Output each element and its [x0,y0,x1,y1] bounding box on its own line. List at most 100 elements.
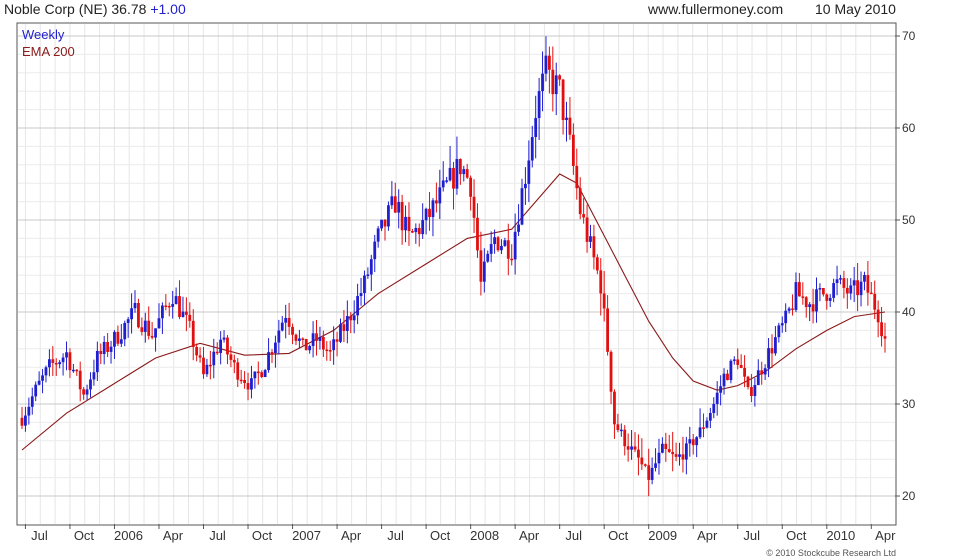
price-bar-up [719,375,723,406]
bar-body [750,387,753,396]
bar-body [184,311,188,315]
price-bar-down [428,192,431,231]
price-bar-up [650,457,654,485]
price-bar-up [95,341,99,381]
bar-body [321,336,325,350]
bar-body [784,310,788,324]
bar-body [626,446,630,450]
bar-body [476,217,479,251]
price-bar-down [291,323,294,345]
last-price: 36.78 [111,1,147,17]
bar-body [585,217,589,242]
price-bar-up [421,203,425,239]
bar-body [161,305,164,319]
price-bar-down [866,260,870,306]
ema-layer [21,173,886,451]
bar-body [208,364,212,367]
bar-body [873,293,877,310]
bar-body [366,274,370,277]
bar-body [434,200,438,204]
price-bar-down [321,330,325,357]
price-bar-up [835,265,839,296]
bar-body [250,378,253,390]
bar-body [376,228,380,242]
bar-body [534,118,538,138]
price-bar-up [818,283,822,302]
bar-body [428,208,431,218]
chart-date: 10 May 2010 [815,1,896,17]
bar-body [380,219,383,229]
bar-body [661,443,664,453]
bar-body [469,177,473,197]
price-bar-up [113,330,116,359]
price-bar-up [815,277,818,323]
source-site: www.fullermoney.com [648,1,784,17]
bar-body [61,357,65,363]
price-bar-up [250,365,253,399]
bar-body [821,288,825,295]
bar-body [318,336,322,341]
bar-body [640,457,644,465]
price-bar-up [253,371,257,389]
bar-body [667,449,671,453]
price-bar-up [356,283,360,325]
price-bar-down [411,229,414,234]
price-bar-up [47,349,51,377]
price-bar-down [208,350,212,380]
price-bar-up [541,51,544,112]
bar-body [308,345,312,351]
price-bar-up [61,353,65,376]
price-bar-down [821,288,825,297]
price-bar-up [839,274,842,285]
price-bar-down [811,288,815,324]
price-bar-up [174,287,178,305]
price-bar-up [181,296,185,318]
bar-body [92,372,96,380]
price-bar-up [102,335,106,365]
price-bar-down [856,262,860,312]
price-bar-up [71,363,75,373]
price-bar-up [267,338,270,373]
price-bar-up [445,176,449,184]
bar-body [808,304,812,308]
bar-body [815,289,818,312]
bar-body [866,275,870,293]
price-bar-down [825,293,829,310]
x-tick-label: Oct [252,528,273,543]
price-bar-down [195,343,199,362]
x-tick-label: 2010 [826,528,855,543]
price-bar-down [116,325,120,347]
bar-body [797,282,801,297]
bar-body [311,333,315,346]
price-bar-down [616,413,620,433]
price-bar-down [407,202,411,246]
y-tick-label: 50 [902,213,916,227]
price-bar-down [804,296,808,318]
bar-body [133,302,137,309]
price-bar-up [274,335,277,368]
price-bar-down [191,309,195,361]
price-bar-up [373,234,377,273]
price-bar-up [784,303,788,333]
price-change: +1.00 [150,1,186,17]
price-bar-down [452,161,455,210]
price-bar-down [582,197,586,224]
bar-body [126,319,130,323]
price-bar-down [51,346,55,376]
price-bar-down [246,372,250,401]
price-bar-up [448,145,452,182]
price-bar-down [184,297,188,332]
price-bar-up [222,330,226,343]
price-bar-up [424,207,428,235]
bar-body [767,348,770,369]
price-bar-down [236,358,240,387]
price-bar-up [205,358,209,377]
bar-body [619,429,623,432]
bar-body [44,367,48,376]
price-bar-down [571,123,575,175]
price-bar-up [37,371,41,386]
bar-body [82,389,86,395]
price-bar-up [390,181,394,209]
bar-body [571,134,575,166]
price-bar-up [832,278,836,303]
